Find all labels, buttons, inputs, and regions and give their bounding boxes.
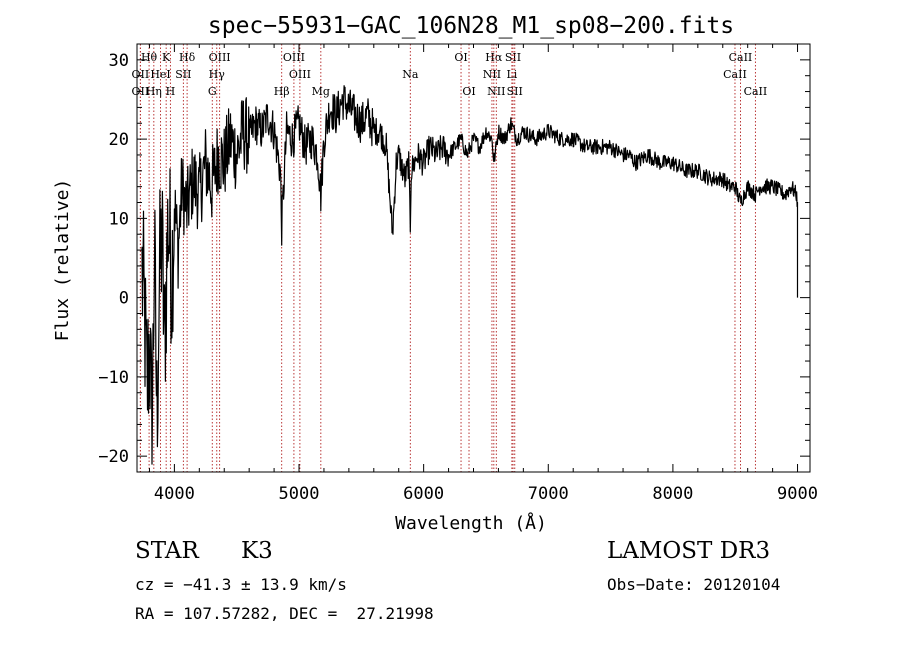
object-class: STAR: [135, 538, 199, 564]
line-label-0: Hθ: [141, 51, 158, 64]
line-label-26: SII: [507, 85, 523, 98]
line-label-27: CaII: [744, 85, 768, 98]
line-label-13: OIII: [289, 68, 311, 81]
axis-ticks: 4000 5000 6000 7000 8000 9000 −20 −10 0 10 20 30: [98, 44, 818, 504]
y-tick-label-5: 30: [109, 51, 129, 71]
line-label-14: Na: [402, 68, 419, 81]
coordinates: RA = 107.57282, DEC = 27.21998: [135, 604, 434, 623]
line-label-7: SII: [505, 51, 521, 64]
x-tick-label-4: 8000: [652, 484, 693, 504]
line-label-8: CaII: [729, 51, 753, 64]
line-label-9: OII: [132, 68, 150, 81]
x-tick-label-5: 9000: [777, 484, 818, 504]
chart-title: spec−55931−GAC_106N28_M1_sp08−200.fits: [208, 13, 734, 39]
line-label-20: H: [166, 85, 176, 98]
x-axis-label: Wavelength (Å): [395, 512, 547, 534]
line-label-16: Li: [506, 68, 517, 81]
y-tick-label-1: −10: [98, 368, 129, 388]
x-tick-label-0: 4000: [154, 484, 195, 504]
line-label-4: OIII: [283, 51, 305, 64]
line-label-12: Hγ: [209, 68, 226, 81]
line-label-21: G: [208, 85, 217, 98]
line-label-17: CaII: [723, 68, 747, 81]
survey-name: LAMOST DR3: [607, 538, 771, 564]
line-label-5: OI: [454, 51, 467, 64]
line-label-2: Hδ: [179, 51, 196, 64]
x-tick-label-3: 7000: [528, 484, 569, 504]
line-label-25: NII: [487, 85, 505, 98]
line-label-23: Mg: [312, 85, 330, 98]
spectrum-line: [141, 85, 799, 465]
line-label-1: K: [162, 51, 171, 64]
redshift-cz: cz = −41.3 ± 13.9 km/s: [135, 575, 347, 594]
line-label-11: SII: [175, 68, 191, 81]
x-tick-label-2: 6000: [403, 484, 444, 504]
line-label-24: OI: [462, 85, 475, 98]
line-label-6: Hα: [485, 51, 503, 64]
line-label-3: OIII: [209, 51, 231, 64]
x-tick-label-1: 5000: [279, 484, 320, 504]
y-axis-label: Flux (relative): [52, 179, 73, 342]
plot-frame: [136, 43, 811, 473]
y-tick-label-2: 0: [119, 289, 129, 309]
object-subclass: K3: [241, 538, 273, 564]
y-tick-label-3: 10: [109, 209, 129, 229]
line-label-22: Hβ: [274, 85, 290, 98]
line-label-19: Hη: [146, 85, 162, 98]
line-label-15: NII: [483, 68, 501, 81]
y-tick-label-4: 20: [109, 130, 129, 150]
y-tick-label-0: −20: [98, 447, 129, 467]
observation-date: Obs−Date: 20120104: [607, 575, 781, 594]
line-label-10: HeI: [150, 68, 170, 81]
